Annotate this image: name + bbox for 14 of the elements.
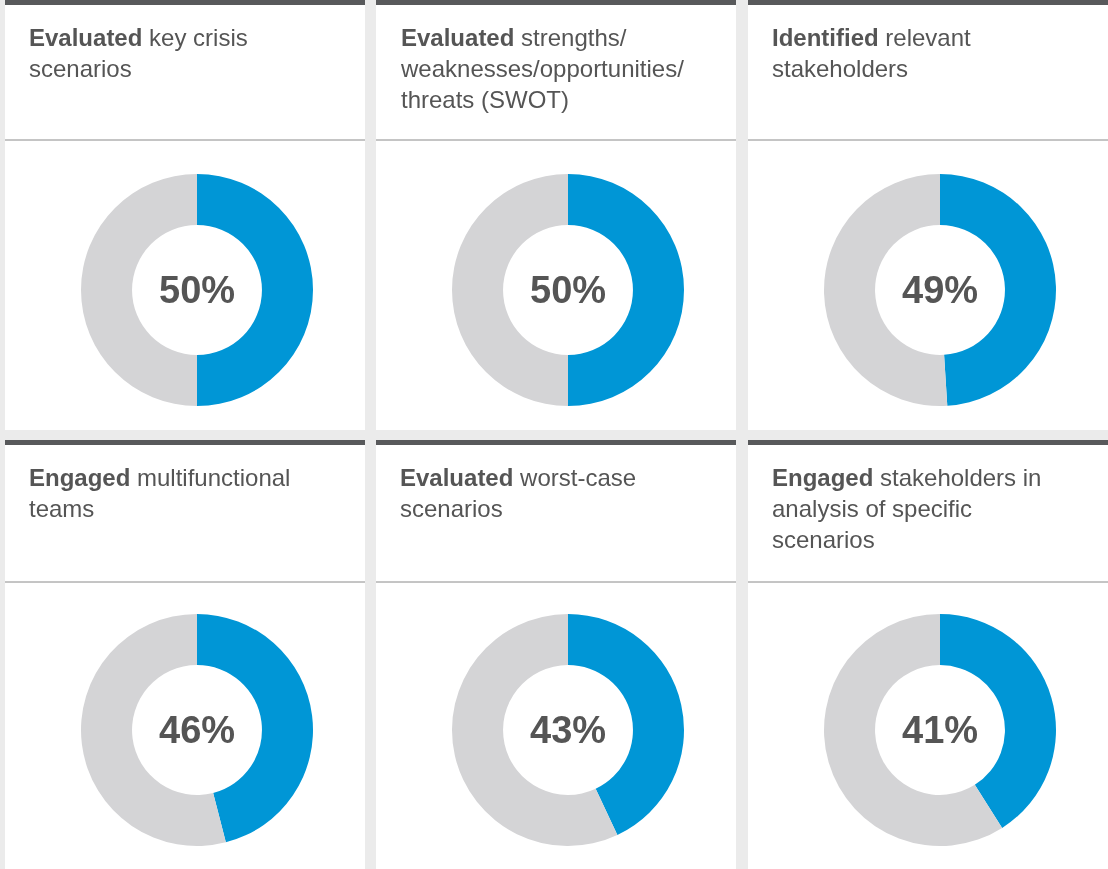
chart-title: Evaluated key crisis scenarios: [29, 24, 248, 83]
text: 50%: [159, 269, 236, 311]
text: 46%: [159, 709, 236, 751]
chart-title: Identified relevant stakeholders: [772, 24, 972, 83]
text: 43%: [530, 709, 607, 751]
text: 49%: [902, 269, 979, 311]
chart-title: Evaluated strengths/weaknesses/opportunities/threats (SWOT): [400, 24, 685, 114]
chart-title: Evaluated worst-case scenarios: [400, 464, 637, 523]
chart-title: Engaged stakeholders in analysis of specific scenarios: [772, 464, 1042, 554]
text: 50%: [530, 269, 607, 311]
chart-title: Engaged multifunctional teams: [29, 464, 291, 523]
donut-slice: [452, 614, 618, 846]
text: 41%: [902, 709, 979, 751]
donut-slice: [824, 614, 1003, 846]
